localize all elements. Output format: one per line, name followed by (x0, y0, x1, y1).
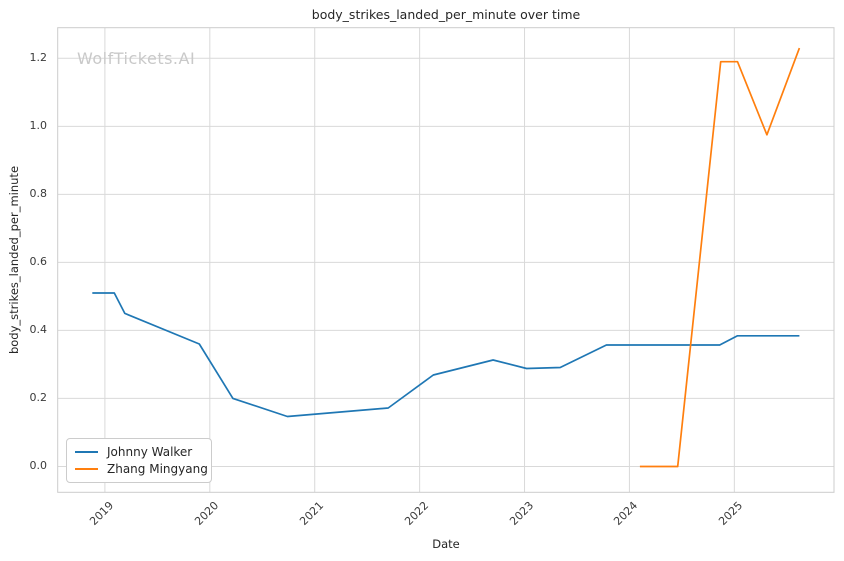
legend-line-swatch-orange (75, 467, 98, 470)
legend-item-zhang-mingyang: Zhang Mingyang (75, 462, 208, 476)
plot-frame (57, 27, 835, 493)
legend: Johnny Walker Zhang Mingyang (66, 438, 212, 483)
y-tick-label: 1.2 (29, 51, 48, 65)
legend-item-johnny-walker: Johnny Walker (75, 445, 203, 459)
x-axis-label: Date (432, 537, 460, 551)
legend-label: Johnny Walker (107, 445, 193, 460)
chart-title: body_strikes_landed_per_minute over time (311, 7, 581, 22)
watermark: WolfTickets.AI (77, 49, 196, 68)
y-tick-label: 0.2 (29, 391, 48, 405)
legend-line-swatch-blue (75, 451, 98, 454)
y-tick-label: 1.0 (29, 119, 48, 133)
legend-label: Zhang Mingyang (107, 461, 208, 476)
series-line-johnny-walker (92, 292, 800, 418)
y-tick-label: 0.0 (29, 459, 48, 473)
y-tick-label: 0.4 (29, 323, 48, 337)
y-tick-label: 0.6 (29, 255, 48, 269)
y-tick-label: 0.8 (29, 187, 48, 201)
series-line-zhang-mingyang (639, 47, 801, 468)
